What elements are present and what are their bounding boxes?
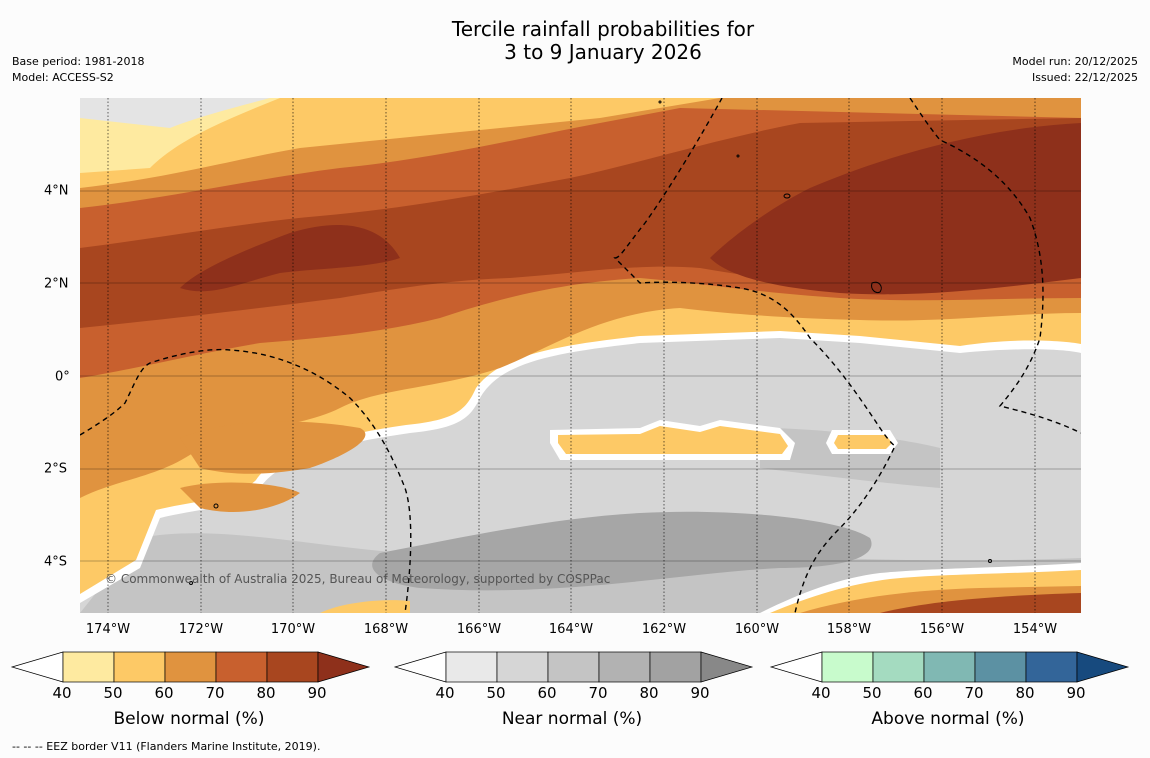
below-normal-region	[180, 421, 366, 474]
below-normal-region	[880, 593, 1081, 613]
colorbar-segment	[1025, 651, 1078, 683]
issued-date: Issued: 22/12/2025	[1031, 71, 1138, 84]
colorbar-segment	[62, 651, 115, 683]
model-run-date: Model run: 20/12/2025	[1012, 55, 1138, 68]
lon-label: 154°W	[1012, 622, 1058, 637]
below-normal-region	[320, 600, 410, 613]
colorbar-segment	[266, 651, 319, 683]
colorbar-extend-low	[393, 651, 447, 683]
below-normal-region	[558, 426, 788, 454]
model-info: Base period: 1981-2018 Model: ACCESS-S2	[12, 54, 144, 86]
colorbar-above-normal	[769, 651, 1130, 683]
copyright-notice: © Commonwealth of Australia 2025, Bureau…	[105, 572, 610, 586]
title-line-1: Tercile rainfall probabilities for	[451, 17, 755, 41]
colorbar-tick: 60	[913, 684, 933, 702]
lon-label: 156°W	[919, 622, 965, 637]
colorbar-tick: 90	[690, 684, 710, 702]
colorbar-tick: 80	[1015, 684, 1035, 702]
colorbar-tick: 80	[639, 684, 659, 702]
colorbar-tick: 90	[307, 684, 327, 702]
colorbar-legends	[10, 651, 1130, 683]
colorbar-segment	[496, 651, 549, 683]
lon-label: 162°W	[641, 622, 687, 637]
colorbar-extend-low	[769, 651, 823, 683]
below-normal-region	[180, 482, 300, 513]
below-normal-region	[710, 123, 1081, 295]
colorbar-segment	[445, 651, 498, 683]
lon-label: 168°W	[363, 622, 409, 637]
colorbar-tick: 60	[537, 684, 557, 702]
colorbar-near-normal	[393, 651, 754, 683]
islands	[189, 100, 992, 585]
lon-label: 170°W	[270, 622, 316, 637]
colorbar-tick: 50	[486, 684, 506, 702]
colorbar-tick: 90	[1066, 684, 1086, 702]
colorbar-tick: 60	[154, 684, 174, 702]
lat-label: 0°	[55, 369, 70, 385]
colorbar-tick: 70	[205, 684, 225, 702]
colorbar-segment	[113, 651, 166, 683]
lon-label: 166°W	[456, 622, 502, 637]
colorbar-segment	[164, 651, 217, 683]
colorbar-tick: 80	[256, 684, 276, 702]
lon-label: 160°W	[734, 622, 780, 637]
base-period: Base period: 1981-2018	[12, 55, 145, 68]
lon-label: 158°W	[826, 622, 872, 637]
near-normal-region	[80, 98, 270, 128]
colorbar-segment	[821, 651, 874, 683]
colorbar-extend-low	[10, 651, 64, 683]
rainfall-map: © Commonwealth of Australia 2025, Bureau…	[80, 98, 1081, 613]
lat-label: 4°N	[44, 183, 69, 199]
colorbar-tick: 70	[964, 684, 984, 702]
near-normal-region	[372, 511, 872, 591]
eez-border	[80, 98, 1081, 613]
colorbar-segment	[215, 651, 268, 683]
lon-label: 164°W	[548, 622, 594, 637]
colorbar-tick: 70	[588, 684, 608, 702]
colorbar-segment	[649, 651, 702, 683]
colorbar-extend-high	[1076, 651, 1130, 683]
colorbar-label: Above normal (%)	[871, 709, 1025, 729]
colorbar-segment	[974, 651, 1027, 683]
graticule	[80, 98, 1081, 613]
colorbar-tick: 50	[862, 684, 882, 702]
lon-label: 174°W	[85, 622, 131, 637]
colorbar-label: Near normal (%)	[501, 709, 643, 729]
lat-label: 4°S	[44, 554, 68, 570]
colorbar-tick: 50	[103, 684, 123, 702]
below-normal-region	[180, 225, 400, 292]
lat-label: 2°S	[44, 461, 68, 477]
colorbar-tick: 40	[435, 684, 455, 702]
colorbar-extend-high	[317, 651, 371, 683]
lat-label: 2°N	[44, 276, 69, 292]
map-title: Tercile rainfall probabilities for 3 to …	[0, 18, 1150, 64]
below-normal-region	[834, 435, 892, 449]
colorbar-segment	[872, 651, 925, 683]
colorbar-segment	[547, 651, 600, 683]
lon-label: 172°W	[178, 622, 224, 637]
colorbar-below-normal	[10, 651, 371, 683]
colorbar-label: Below normal (%)	[113, 709, 265, 729]
eez-footnote: -- -- -- EEZ border V11 (Flanders Marine…	[12, 740, 321, 753]
colorbar-tick: 40	[811, 684, 831, 702]
map-fill: © Commonwealth of Australia 2025, Bureau…	[80, 98, 1081, 613]
run-info: Model run: 20/12/2025 Issued: 22/12/2025	[1012, 54, 1138, 86]
model-name: Model: ACCESS-S2	[12, 71, 114, 84]
colorbar-tick: 40	[52, 684, 72, 702]
colorbar-segment	[598, 651, 651, 683]
title-line-2: 3 to 9 January 2026	[504, 40, 702, 64]
colorbar-extend-high	[700, 651, 754, 683]
colorbar-segment	[923, 651, 976, 683]
